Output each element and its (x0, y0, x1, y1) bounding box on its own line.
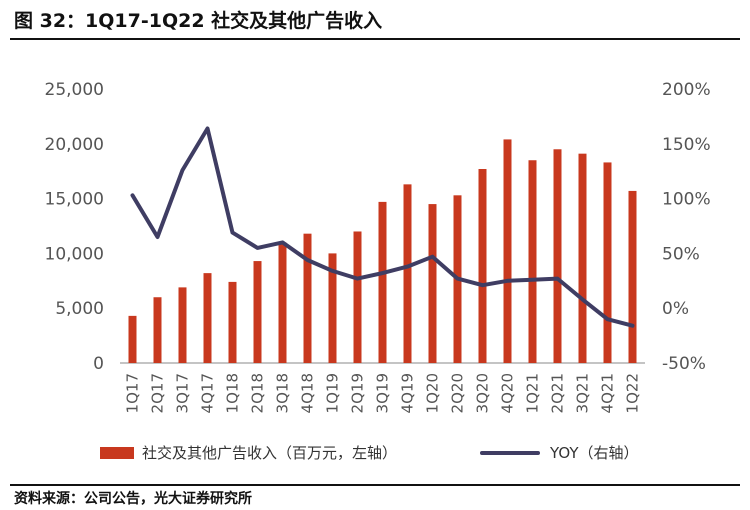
bar-2Q18 (253, 261, 262, 363)
y-left-tick-label: 0 (93, 354, 104, 374)
y-left-tick-label: 25,000 (45, 80, 104, 100)
x-tick-label: 2Q19 (349, 373, 367, 413)
footer-rule (10, 484, 740, 486)
bar-1Q20 (428, 204, 437, 363)
bar-4Q17 (203, 273, 212, 363)
x-tick-label: 4Q18 (299, 373, 317, 413)
x-tick-label: 4Q17 (199, 373, 217, 413)
x-tick-label: 2Q17 (149, 373, 167, 413)
x-tick-label: 1Q21 (524, 373, 542, 413)
x-tick-label: 2Q21 (549, 373, 567, 413)
bar-4Q21 (603, 162, 612, 363)
x-tick-label: 2Q20 (449, 373, 467, 413)
bar-1Q19 (328, 253, 337, 363)
legend: 社交及其他广告收入（百万元，左轴） YOY（右轴） (0, 442, 750, 470)
source-note: 资料来源：公司公告，光大证券研究所 (14, 491, 252, 507)
x-tick-label: 3Q19 (374, 373, 392, 413)
legend-swatch-line (480, 450, 540, 455)
y-right-tick-label: 50% (662, 244, 700, 264)
y-left-tick-label: 20,000 (45, 135, 104, 155)
x-tick-label: 2Q18 (249, 373, 267, 413)
bar-1Q21 (528, 160, 537, 363)
y-right-tick-label: -50% (662, 354, 706, 374)
bar-3Q21 (578, 153, 587, 363)
legend-item-revenue: 社交及其他广告收入（百万元，左轴） (100, 442, 397, 463)
y-left-tick-label: 10,000 (45, 244, 104, 264)
y-left-tick-label: 15,000 (45, 190, 104, 210)
y-right-tick-label: 150% (662, 135, 711, 155)
bar-3Q20 (478, 169, 487, 363)
chart: 0 5,000 10,000 15,000 20,000 25,000 -50% 0% 50% 1… (45, 80, 711, 413)
bar-2Q19 (353, 231, 362, 363)
x-tick-label: 1Q18 (224, 373, 242, 413)
bar-2Q17 (153, 297, 162, 363)
legend-label-yoy: YOY（右轴） (550, 444, 639, 462)
y-right-tick-label: 200% (662, 80, 711, 100)
x-tick-label: 3Q20 (474, 373, 492, 413)
x-tick-label: 4Q20 (499, 373, 517, 413)
bar-1Q18 (228, 281, 237, 363)
bar-3Q18 (278, 242, 287, 363)
x-tick-label: 3Q21 (574, 373, 592, 413)
x-tick-label: 4Q21 (599, 373, 617, 413)
y-right-tick-label: 100% (662, 190, 711, 210)
y-right-tick-label: 0% (662, 299, 689, 319)
page-title: 图 32：1Q17-1Q22 社交及其他广告收入 (14, 10, 383, 32)
bar-1Q17 (128, 315, 137, 363)
bar-4Q18 (303, 233, 312, 363)
x-tick-label: 1Q22 (624, 373, 642, 413)
bar-4Q19 (403, 184, 412, 363)
legend-item-yoy: YOY（右轴） (480, 442, 639, 463)
bar-4Q20 (503, 139, 512, 363)
bar-2Q21 (553, 149, 562, 363)
legend-swatch-bar (100, 446, 134, 459)
bar-1Q22 (628, 190, 637, 363)
bar-3Q17 (178, 287, 187, 363)
x-tick-label: 1Q20 (424, 373, 442, 413)
yoy-line (130, 126, 635, 328)
y-left-tick-label: 5,000 (55, 299, 104, 319)
title-rule (10, 38, 740, 40)
bar-3Q19 (378, 201, 387, 363)
legend-label-revenue: 社交及其他广告收入（百万元，左轴） (142, 444, 398, 462)
x-tick-label: 1Q19 (324, 373, 342, 413)
x-tick-label: 3Q18 (274, 373, 292, 413)
x-tick-label: 3Q17 (174, 373, 192, 413)
x-tick-label: 1Q17 (124, 373, 142, 413)
x-tick-label: 4Q19 (399, 373, 417, 413)
